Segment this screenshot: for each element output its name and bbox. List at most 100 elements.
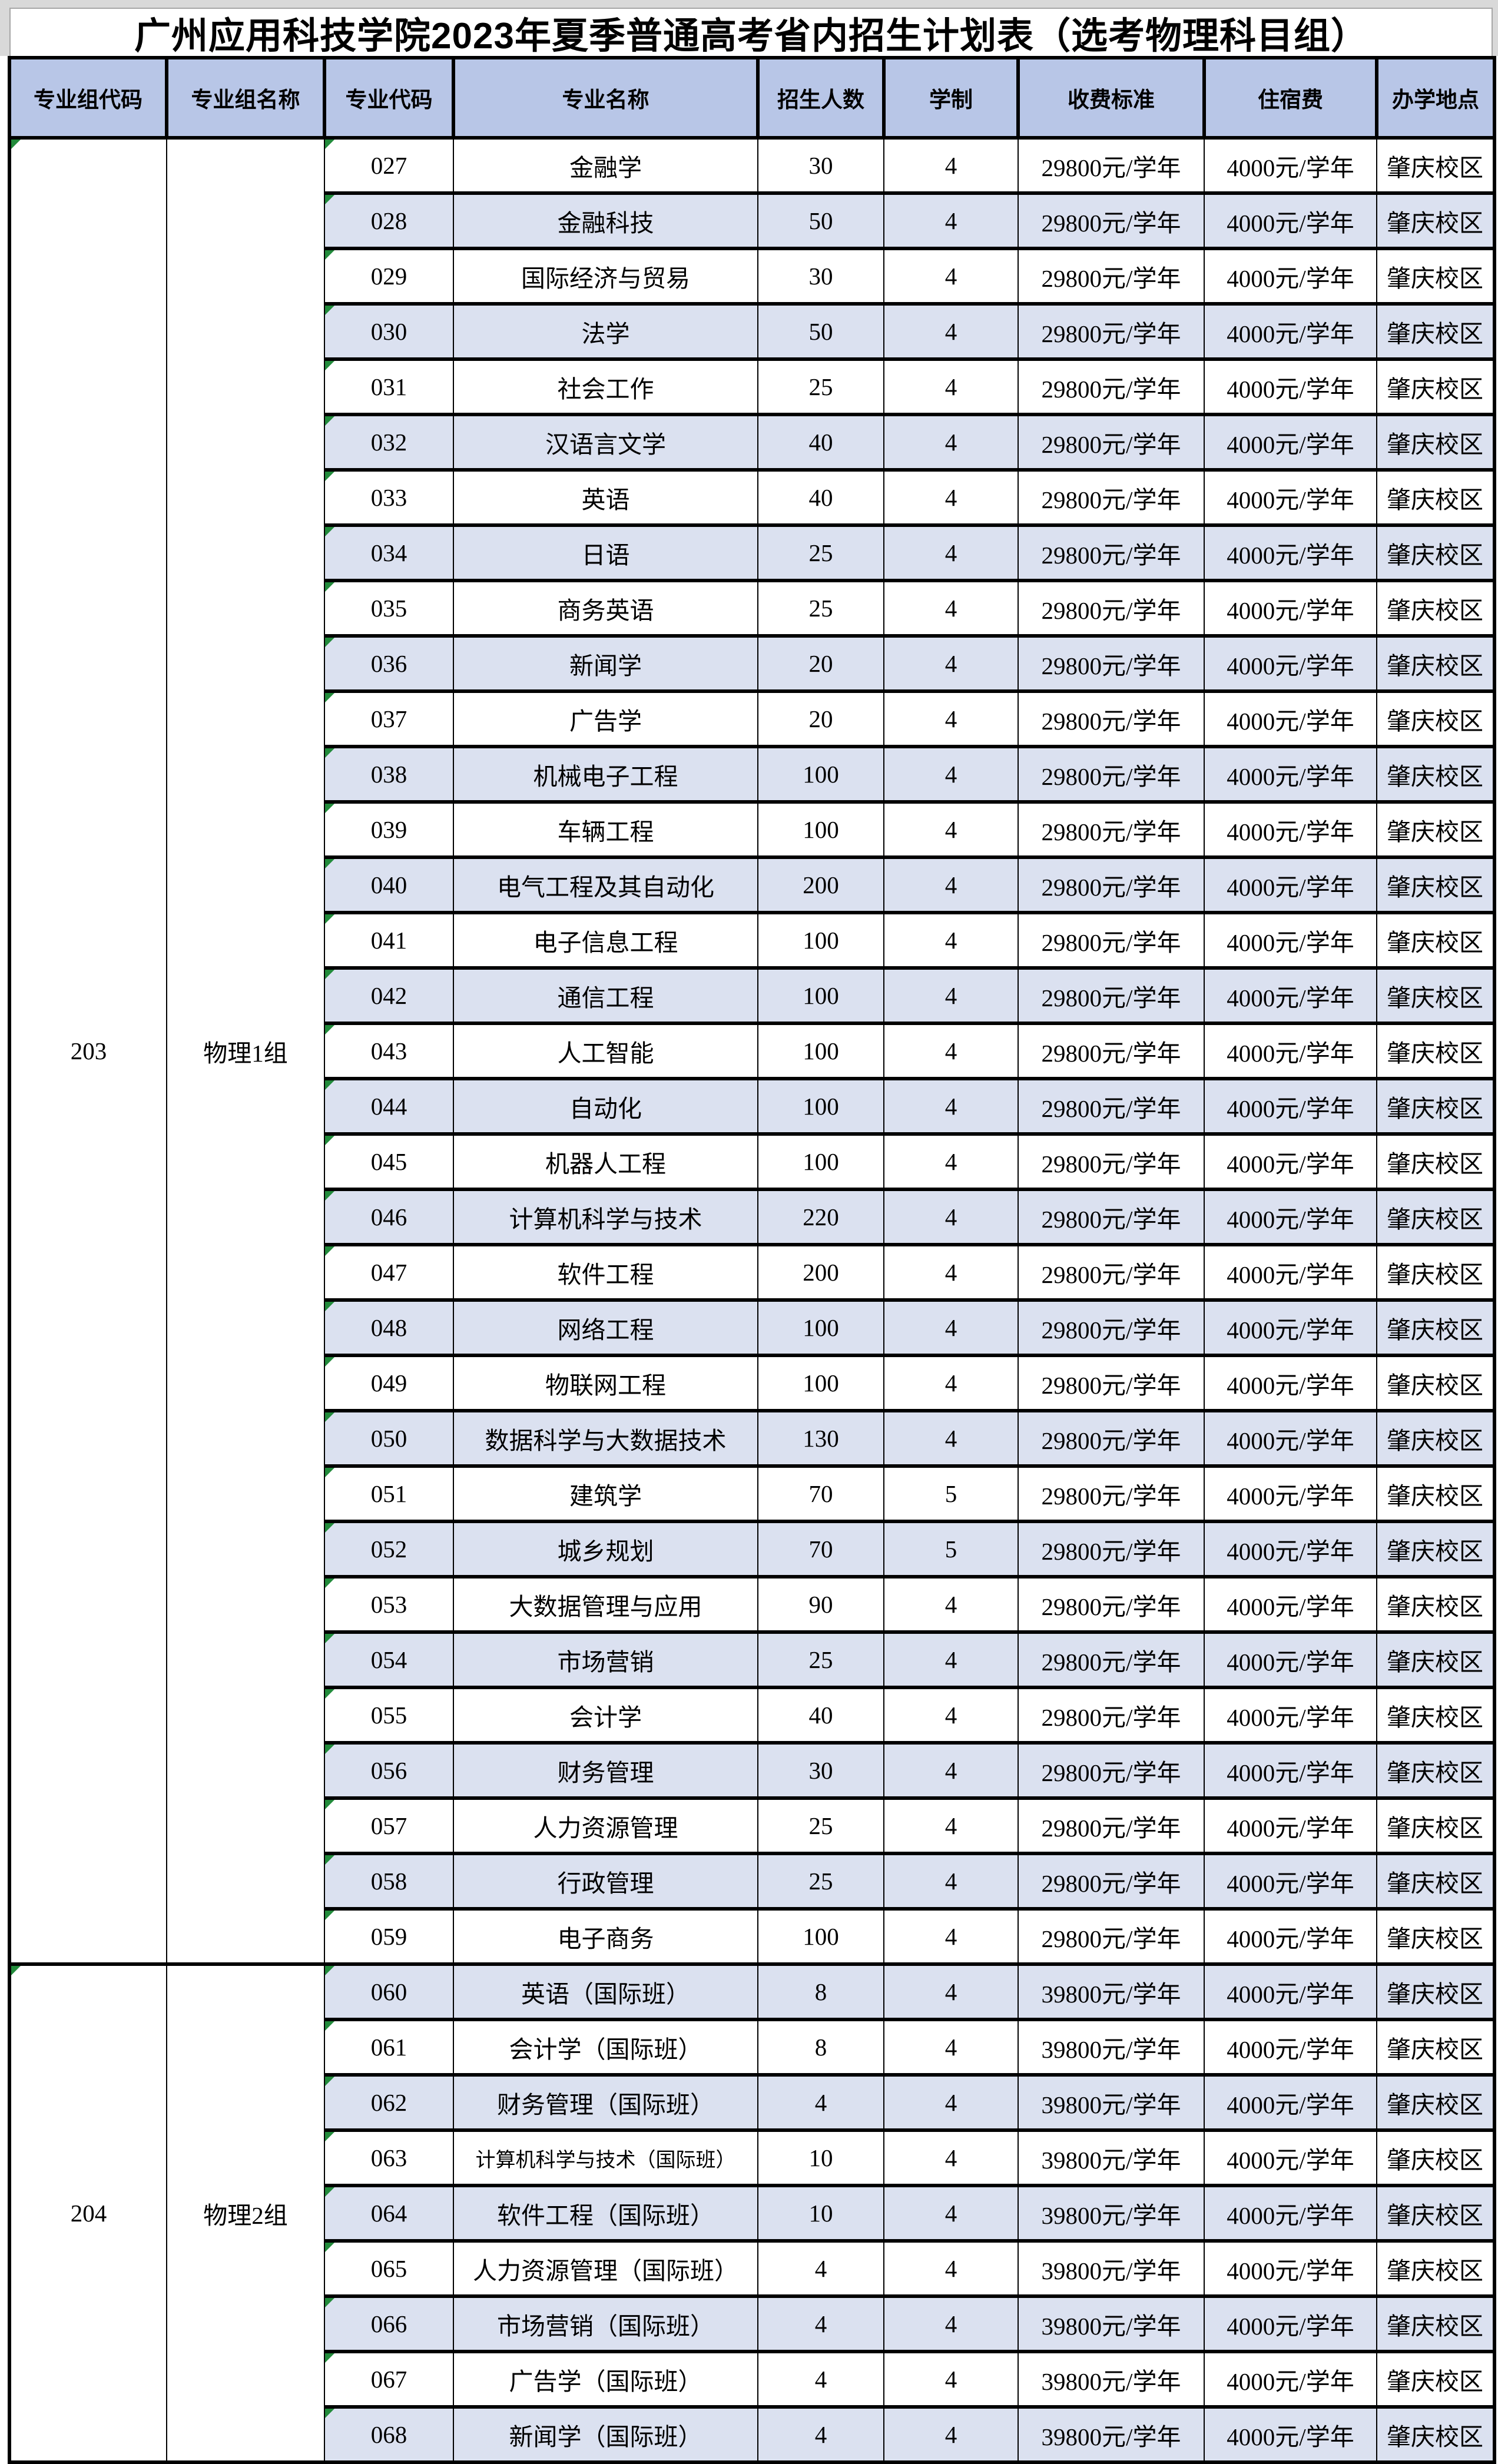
accommodation-cell: 4000元/学年: [1204, 136, 1377, 195]
campus-cell: 肇庆校区: [1376, 191, 1495, 250]
campus-cell: 肇庆校区: [1376, 911, 1495, 970]
enrollment-cell: 8: [757, 2018, 884, 2077]
accommodation-cell: 4000元/学年: [1204, 911, 1377, 970]
table-row: 055 会计学 40 4 29800元/学年 4000元/学年 肇庆校区: [9, 1686, 1495, 1745]
table-body: 203 物理1组 027 金融学 30 4 29800元/学年 4000元/学年 肇庆校区 028…: [9, 136, 1495, 2464]
major-name-cell: 软件工程（国际班）: [453, 2184, 758, 2243]
duration-cell: 4: [883, 1077, 1019, 1136]
duration-cell: 4: [883, 1741, 1019, 1800]
enrollment-cell: 10: [757, 2128, 884, 2187]
tuition-cell: 39800元/学年: [1018, 2073, 1205, 2132]
table-row: 053 大数据管理与应用 90 4 29800元/学年 4000元/学年 肇庆校区: [9, 1575, 1495, 1634]
accommodation-cell: 4000元/学年: [1204, 1630, 1377, 1689]
group-code-cell: 203: [9, 136, 167, 1966]
table-row: 047 软件工程 200 4 29800元/学年 4000元/学年 肇庆校区: [9, 1243, 1495, 1302]
enrollment-cell: 50: [757, 191, 884, 250]
campus-cell: 肇庆校区: [1376, 413, 1495, 472]
table-row: 045 机器人工程 100 4 29800元/学年 4000元/学年 肇庆校区: [9, 1132, 1495, 1191]
enrollment-cell: 25: [757, 523, 884, 582]
enrollment-cell: 40: [757, 413, 884, 472]
campus-cell: 肇庆校区: [1376, 1464, 1495, 1523]
accommodation-cell: 4000元/学年: [1204, 523, 1377, 582]
campus-cell: 肇庆校区: [1376, 2184, 1495, 2243]
major-code-cell: 028: [324, 191, 454, 250]
accommodation-cell: 4000元/学年: [1204, 2018, 1377, 2077]
major-name-cell: 社会工作: [453, 357, 758, 416]
major-code-cell: 036: [324, 634, 454, 693]
accommodation-cell: 4000元/学年: [1204, 1796, 1377, 1855]
page-title: 广州应用科技学院2023年夏季普通高考省内招生计划表（选考物理科目组）: [134, 16, 1368, 57]
major-code-cell: 066: [324, 2294, 454, 2353]
duration-cell: 4: [883, 1796, 1019, 1855]
enrollment-cell: 100: [757, 966, 884, 1025]
tuition-cell: 29800元/学年: [1018, 468, 1205, 527]
enrollment-cell: 4: [757, 2294, 884, 2353]
accommodation-cell: 4000元/学年: [1204, 1464, 1377, 1523]
table-row: 062 财务管理（国际班） 4 4 39800元/学年 4000元/学年 肇庆校区: [9, 2073, 1495, 2132]
enrollment-cell: 100: [757, 1354, 884, 1412]
major-code-cell: 067: [324, 2350, 454, 2409]
duration-cell: 4: [883, 247, 1019, 306]
accommodation-cell: 4000元/学年: [1204, 1132, 1377, 1191]
major-name-cell: 法学: [453, 302, 758, 361]
major-name-cell: 通信工程: [453, 966, 758, 1025]
campus-cell: 肇庆校区: [1376, 1132, 1495, 1191]
major-code-cell: 063: [324, 2128, 454, 2187]
tuition-cell: 29800元/学年: [1018, 1796, 1205, 1855]
campus-cell: 肇庆校区: [1376, 1852, 1495, 1911]
column-header: 收费标准: [1016, 56, 1206, 140]
major-name-cell: 自动化: [453, 1077, 758, 1136]
table-row: 033 英语 40 4 29800元/学年 4000元/学年 肇庆校区: [9, 468, 1495, 527]
major-name-cell: 计算机科学与技术（国际班）: [453, 2128, 758, 2187]
table-row: 046 计算机科学与技术 220 4 29800元/学年 4000元/学年 肇庆校区: [9, 1188, 1495, 1246]
campus-cell: 肇庆校区: [1376, 800, 1495, 859]
major-code-cell: 042: [324, 966, 454, 1025]
enrollment-cell: 70: [757, 1464, 884, 1523]
accommodation-cell: 4000元/学年: [1204, 468, 1377, 527]
major-name-cell: 广告学: [453, 689, 758, 748]
table-row: 037 广告学 20 4 29800元/学年 4000元/学年 肇庆校区: [9, 689, 1495, 748]
major-name-cell: 金融科技: [453, 191, 758, 250]
major-name-cell: 人力资源管理（国际班）: [453, 2239, 758, 2298]
enrollment-cell: 4: [757, 2239, 884, 2298]
table-row: 056 财务管理 30 4 29800元/学年 4000元/学年 肇庆校区: [9, 1741, 1495, 1800]
table-row: 038 机械电子工程 100 4 29800元/学年 4000元/学年 肇庆校区: [9, 745, 1495, 804]
major-code-cell: 058: [324, 1852, 454, 1911]
enrollment-cell: 100: [757, 745, 884, 804]
campus-cell: 肇庆校区: [1376, 1741, 1495, 1800]
table-row: 042 通信工程 100 4 29800元/学年 4000元/学年 肇庆校区: [9, 966, 1495, 1025]
accommodation-cell: 4000元/学年: [1204, 1907, 1377, 1966]
admission-plan-table: 专业组代码 专业组名称 专业代码 专业名称 招生人数 学制 收费标准 住宿费 办学地点 203 物…: [8, 56, 1496, 2464]
table-row: 041 电子信息工程 100 4 29800元/学年 4000元/学年 肇庆校区: [9, 911, 1495, 970]
enrollment-cell: 100: [757, 1298, 884, 1357]
major-code-cell: 027: [324, 136, 454, 195]
table-wrapper: 专业组代码 专业组名称 专业代码 专业名称 招生人数 学制 收费标准 住宿费 办学地点 203 物…: [8, 56, 1496, 2464]
major-code-cell: 038: [324, 745, 454, 804]
major-code-cell: 031: [324, 357, 454, 416]
accommodation-cell: 4000元/学年: [1204, 855, 1377, 914]
table-row: 039 车辆工程 100 4 29800元/学年 4000元/学年 肇庆校区: [9, 800, 1495, 859]
enrollment-cell: 40: [757, 1686, 884, 1745]
enrollment-cell: 100: [757, 1907, 884, 1966]
duration-cell: 4: [883, 2350, 1019, 2409]
table-row: 028 金融科技 50 4 29800元/学年 4000元/学年 肇庆校区: [9, 191, 1495, 250]
campus-cell: 肇庆校区: [1376, 689, 1495, 748]
enrollment-cell: 100: [757, 1022, 884, 1080]
tuition-cell: 29800元/学年: [1018, 1188, 1205, 1246]
major-code-cell: 048: [324, 1298, 454, 1357]
major-name-cell: 英语（国际班）: [453, 1962, 758, 2021]
tuition-cell: 29800元/学年: [1018, 1132, 1205, 1191]
campus-cell: 肇庆校区: [1376, 966, 1495, 1025]
accommodation-cell: 4000元/学年: [1204, 1243, 1377, 1302]
tuition-cell: 29800元/学年: [1018, 800, 1205, 859]
major-name-cell: 机械电子工程: [453, 745, 758, 804]
enrollment-cell: 100: [757, 911, 884, 970]
enrollment-cell: 30: [757, 136, 884, 195]
table-row: 064 软件工程（国际班） 10 4 39800元/学年 4000元/学年 肇庆校区: [9, 2184, 1495, 2243]
duration-cell: 4: [883, 2128, 1019, 2187]
column-header: 专业名称: [452, 56, 760, 140]
major-code-cell: 043: [324, 1022, 454, 1080]
table-row: 048 网络工程 100 4 29800元/学年 4000元/学年 肇庆校区: [9, 1298, 1495, 1357]
enrollment-cell: 4: [757, 2350, 884, 2409]
enrollment-cell: 25: [757, 1630, 884, 1689]
